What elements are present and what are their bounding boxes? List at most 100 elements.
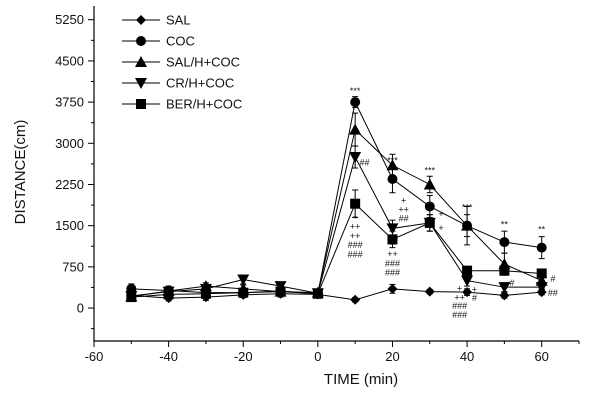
legend-item: BER/H+COC	[122, 97, 242, 112]
y-tick-label: 4500	[55, 53, 84, 68]
data-point	[386, 223, 399, 235]
legend-marker	[136, 36, 146, 46]
y-tick-label: 1500	[55, 218, 84, 233]
data-point	[424, 217, 435, 228]
data-point	[535, 282, 548, 294]
data-point	[350, 294, 361, 305]
x-tick-label: 60	[534, 349, 548, 364]
significance-mark: +	[472, 285, 477, 295]
significance-mark: ++	[387, 249, 398, 259]
data-point	[424, 286, 435, 297]
data-point	[462, 287, 473, 298]
data-point	[462, 265, 473, 276]
series-line	[131, 202, 542, 298]
data-point	[499, 237, 510, 248]
significance-mark: +	[438, 223, 443, 233]
data-point	[126, 292, 137, 303]
significance-mark: +	[438, 209, 443, 219]
y-axis-title: DISTANCE(cm)	[12, 120, 29, 225]
significance-mark: #	[550, 274, 555, 284]
data-point	[536, 268, 547, 279]
series-line	[131, 288, 542, 301]
legend-label: SAL	[166, 13, 191, 28]
significance-mark: +	[401, 196, 406, 206]
y-axis-ticks: 0 750 1500 2250 3000 3750 4500 5250	[55, 12, 94, 330]
significance-mark: ###	[348, 250, 363, 260]
significance-mark: ##	[548, 288, 558, 298]
data-point	[349, 123, 362, 135]
annotation-layer: ************** **##+++++######+++##+++###…	[348, 86, 558, 320]
significance-mark: ++	[350, 222, 361, 232]
data-point	[237, 274, 250, 286]
y-tick-label: 2250	[55, 177, 84, 192]
data-point	[312, 288, 323, 299]
data-point	[536, 242, 547, 253]
significance-mark: **	[538, 224, 546, 234]
legend-item: CR/H+COC	[122, 76, 234, 91]
data-point	[387, 234, 398, 245]
data-point	[238, 287, 249, 298]
y-tick-label: 5250	[55, 12, 84, 27]
series-cr-h-coc	[125, 145, 548, 302]
significance-mark: **	[501, 219, 509, 229]
data-point	[386, 159, 399, 171]
data-point	[350, 198, 361, 209]
y-tick-label: 750	[62, 259, 84, 274]
x-tick-label: 20	[385, 349, 399, 364]
data-point	[499, 290, 510, 301]
axes	[93, 6, 579, 342]
series-ber-h-coc	[126, 189, 547, 303]
data-point	[387, 283, 398, 294]
legend-marker	[136, 15, 146, 25]
series-line	[131, 100, 542, 295]
significance-mark: ++	[398, 204, 409, 214]
series-coc	[126, 96, 547, 299]
x-axis-title: TIME (min)	[324, 371, 398, 388]
legend-label: CR/H+COC	[166, 76, 234, 91]
significance-mark: ###	[348, 240, 363, 250]
legend: SAL COC SAL/H+COC CR/H+COC BER/H+COC	[122, 13, 242, 112]
data-point	[498, 282, 511, 294]
significance-mark: ++	[454, 292, 465, 302]
data-point	[350, 97, 361, 108]
data-point	[461, 275, 474, 287]
significance-mark: +	[353, 212, 358, 222]
data-point	[200, 288, 211, 299]
x-axis-ticks: -60 -40 -20 0 20 40 60	[85, 341, 580, 364]
y-tick-label: 3000	[55, 136, 84, 151]
x-tick-label: 0	[314, 349, 321, 364]
significance-mark: ***	[387, 156, 398, 166]
legend-item: SAL/H+COC	[122, 55, 240, 70]
data-point	[275, 286, 286, 297]
x-tick-label: -40	[159, 349, 178, 364]
data-point	[499, 265, 510, 276]
significance-mark: ##	[359, 157, 369, 167]
x-tick-label: -60	[85, 349, 104, 364]
data-point	[423, 178, 436, 190]
legend-label: SAL/H+COC	[166, 55, 240, 70]
x-tick-label: 40	[460, 349, 474, 364]
series-line	[131, 155, 542, 297]
legend-marker	[135, 56, 147, 67]
significance-mark: ###	[452, 310, 467, 320]
significance-mark: ***	[425, 166, 436, 176]
data-point	[349, 152, 362, 164]
data-point	[424, 201, 435, 212]
data-point	[163, 289, 174, 300]
series-layer	[125, 96, 548, 305]
series-line	[131, 128, 542, 298]
significance-mark: #	[472, 293, 477, 303]
significance-mark: ***	[350, 86, 361, 96]
significance-mark: #	[509, 278, 514, 288]
significance-mark: ++	[350, 231, 361, 241]
significance-mark: +	[390, 240, 395, 250]
legend-item: COC	[122, 34, 195, 49]
significance-mark: ###	[385, 268, 400, 278]
significance-mark: +	[457, 284, 462, 294]
significance-mark: ###	[452, 301, 467, 311]
series-sal-h-coc	[125, 112, 548, 302]
significance-mark: ###	[385, 258, 400, 268]
x-tick-label: -20	[234, 349, 253, 364]
legend-label: BER/H+COC	[166, 97, 242, 112]
